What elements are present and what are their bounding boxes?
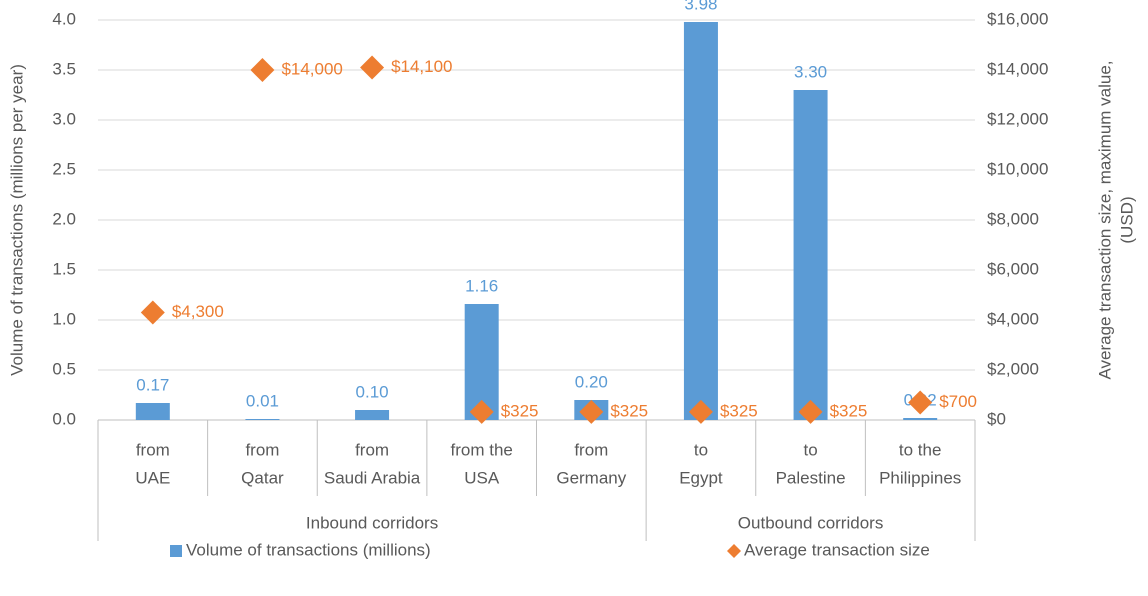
y-tick-label: 4.0 [52, 9, 76, 28]
bar [135, 403, 170, 420]
y-axis-title: Volume of transactions (millions per yea… [7, 64, 26, 376]
x-tick-label: Germany [556, 468, 626, 487]
legend-swatch [170, 545, 182, 557]
x-tick-label: Philippines [879, 468, 961, 487]
y2-tick-label: $10,000 [987, 159, 1048, 178]
marker-value-label: $4,300 [172, 302, 224, 321]
legend-swatch [727, 544, 741, 558]
y2-tick-label: $2,000 [987, 359, 1039, 378]
diamond-marker [688, 399, 713, 424]
marker-value-label: $325 [501, 401, 539, 420]
x-tick-label: from the [451, 440, 513, 459]
y-tick-label: 2.5 [52, 159, 76, 178]
marker-value-label: $14,000 [281, 59, 342, 78]
bar-value-label: 3.98 [684, 0, 717, 13]
x-tick-label: from [574, 440, 608, 459]
bar-value-label: 0.01 [246, 391, 279, 410]
x-tick-label: from [245, 440, 279, 459]
x-tick-label: USA [464, 468, 500, 487]
x-tick-label: UAE [135, 468, 170, 487]
y-tick-label: 0.0 [52, 409, 76, 428]
diamond-marker [798, 399, 823, 424]
group-label: Outbound corridors [738, 513, 884, 532]
y2-tick-label: $6,000 [987, 259, 1039, 278]
x-tick-label: Saudi Arabia [324, 468, 421, 487]
bar-value-label: 0.17 [136, 375, 169, 394]
x-tick-label: Palestine [776, 468, 846, 487]
y2-tick-label: $14,000 [987, 59, 1048, 78]
x-tick-label: to the [899, 440, 942, 459]
y-tick-label: 3.0 [52, 109, 76, 128]
marker-value-label: $325 [720, 401, 758, 420]
y-tick-label: 3.5 [52, 59, 76, 78]
x-tick-label: to [694, 440, 708, 459]
marker-value-label: $325 [610, 401, 648, 420]
y2-tick-label: $12,000 [987, 109, 1048, 128]
diamond-marker [250, 58, 275, 82]
bar [245, 419, 280, 420]
bar [355, 410, 390, 420]
x-tick-label: to [803, 440, 817, 459]
marker-value-label: $700 [939, 392, 977, 411]
x-tick-label: Egypt [679, 468, 723, 487]
diamond-marker [360, 55, 385, 80]
y-tick-label: 1.0 [52, 309, 76, 328]
y2-axis-title: (USD) [1117, 196, 1136, 243]
legend-label: Average transaction size [744, 540, 930, 559]
y2-tick-label: $8,000 [987, 209, 1039, 228]
bar [793, 90, 828, 420]
marker-value-label: $325 [830, 401, 868, 420]
y-tick-label: 2.0 [52, 209, 76, 228]
bar-value-label: 0.10 [356, 382, 389, 401]
bar [683, 22, 718, 420]
legend-label: Volume of transactions (millions) [186, 540, 431, 559]
x-tick-label: Qatar [241, 468, 284, 487]
marker-value-label: $14,100 [391, 57, 452, 76]
bar-value-label: 3.30 [794, 62, 827, 81]
diamond-marker [908, 390, 933, 415]
bar-value-label: 1.16 [465, 276, 498, 295]
diamond-marker [579, 399, 604, 424]
y-tick-label: 1.5 [52, 259, 76, 278]
y2-tick-label: $16,000 [987, 9, 1048, 28]
group-label: Inbound corridors [306, 513, 438, 532]
y2-axis-title: Average transaction size, maximum value, [1095, 60, 1114, 379]
y-tick-label: 0.5 [52, 359, 76, 378]
x-tick-label: from [355, 440, 389, 459]
y2-tick-label: $4,000 [987, 309, 1039, 328]
x-tick-label: from [136, 440, 170, 459]
diamond-marker [140, 300, 165, 325]
y2-tick-label: $0 [987, 409, 1006, 428]
bar-value-label: 0.20 [575, 372, 608, 391]
bar [903, 418, 938, 420]
diamond-marker [469, 399, 494, 424]
